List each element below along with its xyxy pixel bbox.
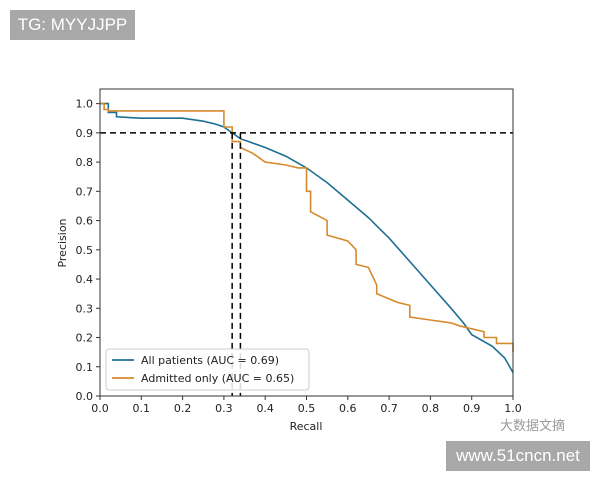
y-axis-label: Precision xyxy=(56,218,69,267)
y-tick-label: 0.9 xyxy=(76,127,94,140)
x-tick-label: 0.9 xyxy=(463,402,481,415)
y-tick-label: 0.3 xyxy=(76,302,94,315)
y-tick-label: 0.4 xyxy=(76,273,94,286)
y-tick-label: 0.0 xyxy=(76,390,94,403)
series-line-0 xyxy=(100,102,514,373)
y-tick-label: 1.0 xyxy=(76,98,94,111)
x-axis-ticks: 0.0 0.1 0.2 0.3 0.4 0.5 0.6 0.7 0.8 0.9 1.0 xyxy=(91,396,522,415)
series-line-1 xyxy=(100,102,514,353)
x-tick-label: 0.6 xyxy=(339,402,357,415)
x-tick-label: 0.3 xyxy=(215,402,233,415)
tg-watermark: TG: MYYJJPP xyxy=(10,10,135,40)
y-tick-label: 0.2 xyxy=(76,332,94,345)
x-tick-label: 0.1 xyxy=(133,402,151,415)
legend: All patients (AUC = 0.69) Admitted only … xyxy=(105,348,310,391)
x-tick-label: 0.5 xyxy=(298,402,316,415)
legend-box xyxy=(105,348,310,391)
legend-label-all-patients: All patients (AUC = 0.69) xyxy=(141,354,279,367)
x-tick-label: 0.7 xyxy=(380,402,398,415)
legend-label-admitted-only: Admitted only (AUC = 0.65) xyxy=(141,372,294,385)
wechat-watermark: 大数据文摘 xyxy=(500,419,566,434)
x-tick-label: 0.0 xyxy=(91,402,109,415)
y-tick-label: 0.8 xyxy=(76,156,94,169)
y-tick-label: 0.1 xyxy=(76,361,94,374)
plot-layer xyxy=(100,102,514,396)
y-axis-ticks: 0.0 0.1 0.2 0.3 0.4 0.5 0.6 0.7 0.8 0.9 1.0 xyxy=(76,98,100,403)
x-tick-label: 0.2 xyxy=(174,402,192,415)
y-tick-label: 0.7 xyxy=(76,185,94,198)
y-tick-label: 0.5 xyxy=(76,244,94,257)
x-tick-label: 0.8 xyxy=(422,402,440,415)
x-axis-label: Recall xyxy=(290,420,323,433)
site-watermark: www.51cncn.net xyxy=(446,441,590,471)
x-tick-label: 0.4 xyxy=(256,402,274,415)
x-tick-label: 1.0 xyxy=(504,402,522,415)
y-tick-label: 0.6 xyxy=(76,215,94,228)
